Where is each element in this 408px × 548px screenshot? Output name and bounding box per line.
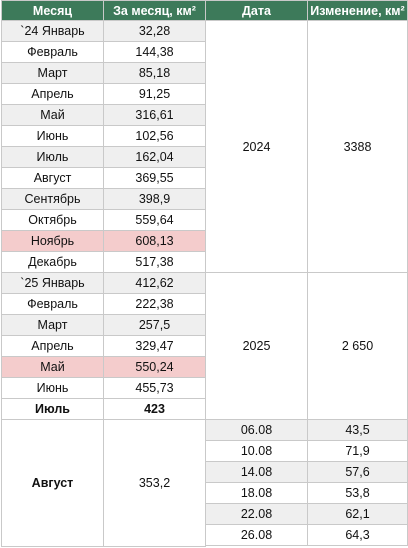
table-row: 18.08 53,8 (2, 482, 408, 504)
monthly-value-cell: 353,2 (103, 419, 206, 547)
date-cell: 26.08 (205, 524, 308, 546)
table-row: Июнь 102,56 (1, 125, 408, 147)
month-cell: `25 Январь (1, 272, 104, 294)
month-cell: Декабрь (1, 251, 104, 273)
table-body: `24 Январь 32,28 2024 3388 Февраль 144,38 Март… (1, 20, 408, 547)
header-change: Изменение, км² (307, 0, 408, 21)
table-row: Июнь 455,73 (1, 377, 408, 399)
monthly-value-cell: 398,9 (103, 188, 206, 210)
month-cell: Июль (1, 398, 104, 420)
table-row: Март 85,18 (1, 62, 408, 84)
table-row: Сентябрь 398,9 (1, 188, 408, 210)
month-cell: Июнь (1, 125, 104, 147)
table-row: Октябрь 559,64 (1, 209, 408, 231)
change-cell: 62,1 (307, 503, 408, 525)
month-cell: Октябрь (1, 209, 104, 231)
monthly-value-cell: 144,38 (103, 41, 206, 63)
monthly-value-cell: 517,38 (103, 251, 206, 273)
monthly-value-cell: 423 (103, 398, 206, 420)
year-date-cell: 2024 (205, 20, 308, 273)
table-row: `25 Январь 412,62 2025 2 650 (1, 272, 408, 420)
monthly-value-cell: 102,56 (103, 125, 206, 147)
date-cell: 22.08 (205, 503, 308, 525)
monthly-value-cell: 455,73 (103, 377, 206, 399)
table-row: Апрель 91,25 (1, 83, 408, 105)
month-cell: Апрель (1, 335, 104, 357)
monthly-value-cell: 550,24 (103, 356, 206, 378)
table-row: Март 257,5 (1, 314, 408, 336)
monthly-value-cell: 329,47 (103, 335, 206, 357)
date-cell: 18.08 (205, 482, 308, 504)
monthly-value-cell: 559,64 (103, 209, 206, 231)
month-cell: Сентябрь (1, 188, 104, 210)
header-month: Месяц (1, 0, 104, 21)
change-cell: 71,9 (307, 440, 408, 462)
monthly-value-cell: 32,28 (103, 20, 206, 42)
table-row: Июль 162,04 (1, 146, 408, 168)
monthly-value-cell: 608,13 (103, 230, 206, 252)
monthly-value-cell: 369,55 (103, 167, 206, 189)
table-row: Апрель 329,47 (1, 335, 408, 357)
date-cell: 06.08 (205, 419, 308, 441)
table-row: Ноябрь 608,13 (1, 230, 408, 252)
monthly-value-cell: 257,5 (103, 314, 206, 336)
change-cell: 64,3 (307, 524, 408, 546)
month-cell: Май (1, 356, 104, 378)
table-row: Май 550,24 (1, 356, 408, 378)
month-cell: `24 Январь (1, 20, 104, 42)
month-cell: Февраль (1, 293, 104, 315)
month-cell: Май (1, 104, 104, 126)
table-row: 26.08 64,3 (2, 524, 408, 546)
year-change-cell: 2 650 (307, 272, 408, 420)
month-cell: Август (1, 167, 104, 189)
year-change-cell: 3388 (307, 20, 408, 273)
change-cell: 53,8 (307, 482, 408, 504)
table-row: 14.08 57,6 (2, 461, 408, 483)
month-cell: Ноябрь (1, 230, 104, 252)
table-row: 10.08 71,9 (2, 440, 408, 462)
table-row: Август 353,2 06.08 43,5 (1, 419, 408, 547)
month-cell: Апрель (1, 83, 104, 105)
monthly-value-cell: 316,61 (103, 104, 206, 126)
header-monthly-value: За месяц, км² (103, 0, 206, 21)
month-cell: Февраль (1, 41, 104, 63)
monthly-value-cell: 222,38 (103, 293, 206, 315)
month-cell: Март (1, 314, 104, 336)
monthly-value-cell: 412,62 (103, 272, 206, 294)
month-cell: Июнь (1, 377, 104, 399)
date-cell: 10.08 (205, 440, 308, 462)
table-row: `24 Январь 32,28 2024 3388 (1, 20, 408, 273)
year-date-cell: 2025 (205, 272, 308, 420)
monthly-value-cell: 85,18 (103, 62, 206, 84)
table-row: Август 369,55 (1, 167, 408, 189)
date-cell: 14.08 (205, 461, 308, 483)
month-cell: Июль (1, 146, 104, 168)
monthly-value-cell: 91,25 (103, 83, 206, 105)
month-cell: Март (1, 62, 104, 84)
change-cell: 57,6 (307, 461, 408, 483)
monthly-value-cell: 162,04 (103, 146, 206, 168)
table-row: 22.08 62,1 (2, 503, 408, 525)
month-cell: Август (1, 419, 104, 547)
change-cell: 43,5 (307, 419, 408, 441)
table-row: Февраль 144,38 (1, 41, 408, 63)
table-row: Февраль 222,38 (1, 293, 408, 315)
header-date: Дата (205, 0, 308, 21)
